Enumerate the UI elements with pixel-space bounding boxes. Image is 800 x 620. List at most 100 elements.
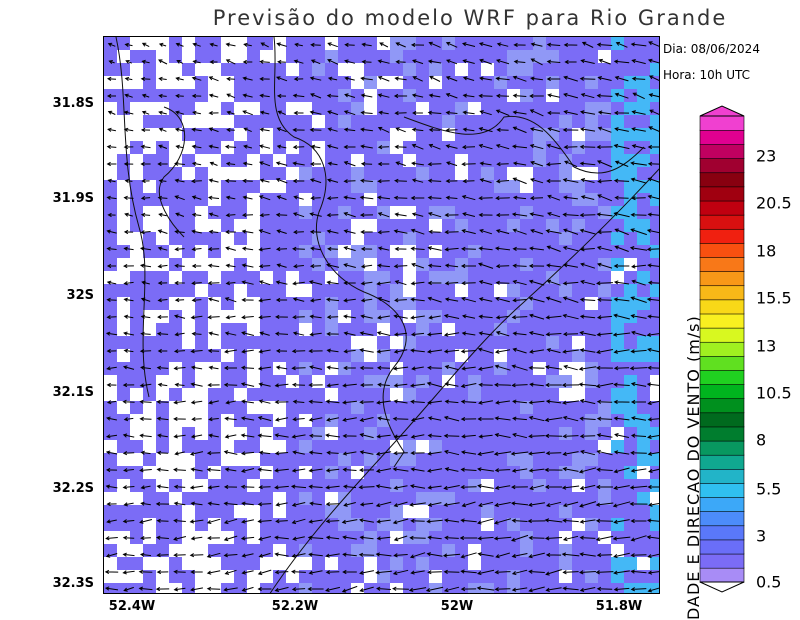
wind-arrow [375,468,392,473]
wind-arrow [511,484,528,490]
wind-map[interactable] [103,36,660,594]
wind-arrow [544,484,563,490]
wind-arrow [579,484,596,491]
wind-shading [637,583,650,593]
calm-zone [130,544,143,557]
wind-arrow [274,417,289,422]
wind-shading [559,180,572,193]
wind-arrow [207,485,220,490]
wind-arrow [326,144,339,149]
wind-arrow [408,587,427,592]
wind-shading [481,505,494,518]
wind-shading [403,63,416,76]
calm-zone [468,557,481,570]
calm-zone [247,206,260,219]
wind-shading [507,583,520,593]
wind-arrow [139,416,152,422]
wind-arrow [410,434,425,439]
wind-arrow [596,42,613,47]
wind-shading [338,206,351,219]
wind-arrow [411,366,424,371]
wind-arrow [647,263,659,268]
wind-shading [312,232,325,245]
calm-zone [260,557,273,570]
wind-arrow [124,93,133,98]
wind-arrow [392,416,409,421]
wind-shading [585,518,598,531]
colorbar-tick-label: 5.5 [756,479,782,499]
wind-arrow [359,535,374,540]
calm-zone [208,570,221,583]
wind-arrow [309,314,322,319]
wind-arrow [581,41,594,48]
wind-arrow [326,365,339,370]
wind-arrow [410,450,425,456]
wind-arrow [444,297,459,302]
wind-shading [299,440,312,453]
wind-arrow [579,314,596,319]
wind-arrow [140,161,151,167]
wind-arrow [105,484,118,489]
wind-arrow [426,552,443,557]
wind-shading [364,453,377,466]
wind-shading [585,76,598,89]
wind-shading [611,323,624,336]
wind-shading [351,245,364,258]
calm-zone [585,167,598,180]
wind-arrow [156,399,169,405]
wind-arrow [276,229,287,234]
calm-zone [104,167,117,180]
wind-arrow [174,178,185,183]
wind-arrow [427,162,442,167]
wind-shading [351,518,364,531]
wind-arrow [208,110,219,116]
wind-shading [351,102,364,115]
calm-zone [403,505,416,518]
wind-arrow [208,127,219,133]
wind-arrow [512,263,527,268]
wind-shading [351,167,364,180]
wind-arrow [377,76,390,82]
wind-arrow [326,450,339,455]
calm-zone [143,180,156,193]
calm-zone [234,219,247,232]
colorbar-band [699,129,745,145]
wind-arrow [292,178,305,184]
wind-arrow [191,178,202,184]
colorbar-band [699,496,745,512]
wind-arrow [260,42,269,48]
wind-arrow [630,569,647,574]
calm-zone [416,505,429,518]
wind-shading [468,375,481,388]
wind-arrow [392,467,409,472]
wind-arrow [361,42,372,47]
calm-zone [351,76,364,89]
wind-arrow [512,126,527,134]
calm-zone [572,362,585,375]
wind-arrow [410,281,425,286]
wind-arrow [393,195,408,200]
calm-zone [130,102,143,115]
wind-arrow [157,348,168,354]
wind-arrow [155,586,170,592]
wind-arrow [308,382,323,388]
wind-arrow [291,518,306,525]
wind-arrow [647,144,659,150]
wind-arrow [580,262,596,269]
wind-arrow [240,365,255,370]
lon-tick-label: 52.4W [108,599,156,614]
wind-shading [624,219,637,232]
calm-zone [156,479,169,492]
wind-arrow [123,297,134,302]
wind-arrow [562,434,579,439]
wind-arrow [360,144,373,149]
wind-arrow [123,263,134,269]
wind-arrow [612,501,631,508]
calm-zone [247,193,260,206]
wind-arrow [614,92,629,99]
calm-zone [325,492,338,505]
wind-shading [377,310,390,323]
wind-arrow [360,76,373,81]
wind-shading [637,89,650,102]
wind-arrow [528,331,545,336]
